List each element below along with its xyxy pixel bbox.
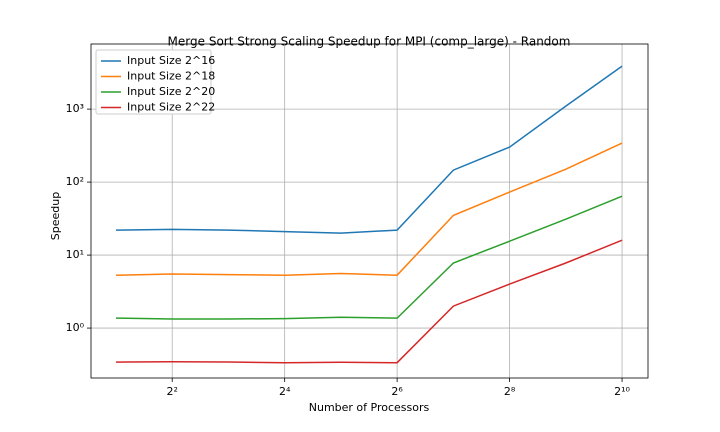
y-axis-label: Speedup <box>49 192 62 240</box>
x-axis-label: Number of Processors <box>309 401 430 414</box>
x-tick-label: 2⁸ <box>504 385 516 398</box>
legend-label: Input Size 2^20 <box>127 85 215 98</box>
series-line <box>115 142 623 276</box>
plot-frame <box>90 43 649 379</box>
y-tick-label: 10¹ <box>66 248 84 261</box>
x-tick-label: 2¹⁰ <box>614 385 630 398</box>
x-tick-label: 2² <box>166 385 177 398</box>
x-tick-label: 2⁴ <box>279 385 291 398</box>
series-line <box>115 239 623 364</box>
series-line <box>115 195 623 320</box>
y-tick-label: 10² <box>66 175 84 188</box>
chart-title: Merge Sort Strong Scaling Speedup for MP… <box>168 35 571 49</box>
legend-box <box>95 49 212 115</box>
legend-label: Input Size 2^18 <box>127 70 215 83</box>
series-line <box>115 65 623 234</box>
y-tick-label: 10⁰ <box>66 321 85 334</box>
legend-label: Input Size 2^22 <box>127 101 215 114</box>
y-tick-label: 10³ <box>66 102 84 115</box>
legend-label: Input Size 2^16 <box>127 54 215 67</box>
x-tick-label: 2⁶ <box>391 385 403 398</box>
